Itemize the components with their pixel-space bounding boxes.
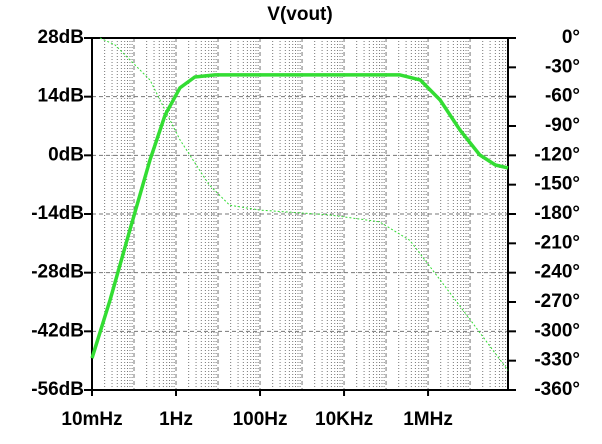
y2-tick-label: 0° [562,27,580,48]
y2-tick-label: -270° [534,291,580,312]
x-tick-label: 10mHz [61,409,122,430]
y2-tick-label: -180° [534,203,580,224]
chart-title: V(vout) [267,4,332,25]
plot-frame [91,37,509,391]
y2-tick-label: -210° [534,232,580,253]
y2-tick-label: -30° [545,56,580,77]
x-tick-label: 100Hz [233,409,288,430]
y2-tick-label: -60° [545,86,580,107]
y2-tick-label: -120° [534,144,580,165]
y2-tick-label: -90° [545,115,580,136]
y2-tick-label: -300° [534,320,580,341]
y-tick-label: 14dB [38,86,84,107]
y-tick-label: -56dB [31,379,84,400]
y2-tick-label: -150° [534,174,580,195]
series-line [90,73,509,359]
y-tick-label: -28dB [31,262,84,283]
y2-tick-label: -240° [534,262,580,283]
y2-tick-label: -330° [534,350,580,371]
y-tick-label: 28dB [38,27,84,48]
x-tick-label: 1MHz [403,409,453,430]
y2-tick-label: -360° [534,379,580,400]
y-tick-label: 0dB [48,144,84,165]
y-tick-label: -42dB [31,320,84,341]
x-tick-label: 1Hz [159,409,193,430]
y-tick-label: -14dB [31,203,84,224]
x-tick-label: 10KHz [315,409,373,430]
